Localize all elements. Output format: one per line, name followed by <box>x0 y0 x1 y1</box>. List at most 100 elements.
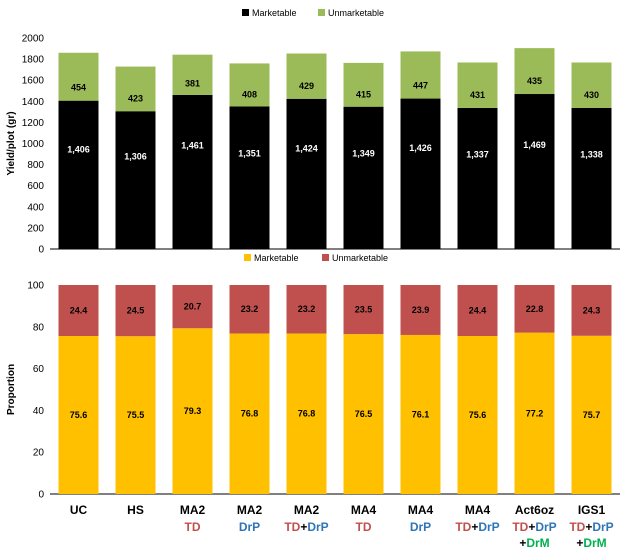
y-tick-label: 60 <box>33 364 45 375</box>
bar-marketable <box>514 94 555 249</box>
bar-marketable <box>571 107 612 249</box>
y-tick-label: 1000 <box>22 139 45 150</box>
bar-marketable <box>58 335 99 494</box>
data-label: 431 <box>470 90 485 100</box>
treatment-td: TD <box>569 520 585 534</box>
bar-marketable <box>286 98 327 249</box>
bar-unmarketable <box>571 62 612 108</box>
data-label: 454 <box>71 82 86 92</box>
category-label: IGS1 <box>578 503 606 517</box>
data-label: 408 <box>242 89 257 99</box>
legend-entry: Unmarketable <box>332 253 388 263</box>
data-label: 76.8 <box>241 409 259 419</box>
treatment-plus: + <box>585 520 592 534</box>
y-tick-label: 1400 <box>22 97 45 108</box>
category-label: MA4 <box>465 503 491 517</box>
treatment-drm: DrM <box>526 536 549 550</box>
data-label: 447 <box>413 80 428 90</box>
data-label: 76.1 <box>412 409 430 419</box>
category-treatment-label: +DrM <box>519 536 549 550</box>
data-label: 435 <box>527 76 542 86</box>
data-label: 430 <box>584 90 599 100</box>
bar-unmarketable <box>58 285 99 336</box>
bar-unmarketable <box>571 285 612 336</box>
data-label: 76.5 <box>355 409 373 419</box>
bar-marketable <box>400 334 441 494</box>
data-label: 1,469 <box>523 140 546 150</box>
treatment-drp: DrP <box>307 520 328 534</box>
data-label: 1,461 <box>181 141 204 151</box>
y-tick-label: 0 <box>38 490 44 501</box>
treatment-drp: DrP <box>239 520 260 534</box>
bar-marketable <box>571 335 612 494</box>
y-tick-label: 1800 <box>22 55 45 66</box>
treatment-plus: + <box>471 520 478 534</box>
y-tick-label: 100 <box>27 281 44 292</box>
x-category-labels: UC HS MA2TDMA2DrPMA2TD+DrPMA4TDMA4DrPMA4TD… <box>70 503 614 550</box>
y-tick-label: 200 <box>27 223 44 234</box>
data-label: 75.6 <box>70 410 88 420</box>
treatment-td: TD <box>512 520 528 534</box>
treatment-plus: + <box>528 520 535 534</box>
treatment-drp: DrP <box>592 520 613 534</box>
bar-marketable <box>229 333 270 494</box>
bar-marketable <box>286 333 327 494</box>
y-tick-label: 400 <box>27 202 44 213</box>
data-label: 77.2 <box>526 408 544 418</box>
data-label: 1,351 <box>238 149 261 159</box>
bar-unmarketable <box>229 63 270 107</box>
data-label: 23.2 <box>298 304 316 314</box>
data-label: 1,349 <box>352 149 375 159</box>
category-label: MA2 <box>294 503 320 517</box>
bar-unmarketable <box>514 48 555 95</box>
bar-unmarketable <box>457 62 498 108</box>
category-treatment-label: DrP <box>239 520 260 534</box>
data-label: 423 <box>128 94 143 104</box>
data-label: 75.7 <box>583 410 601 420</box>
bar-marketable <box>457 335 498 494</box>
bar-unmarketable <box>172 285 213 329</box>
category-treatment-label: TD+DrP <box>455 520 499 534</box>
data-label: 76.8 <box>298 409 316 419</box>
bar-unmarketable <box>172 54 213 95</box>
data-label: 1,424 <box>295 143 318 153</box>
bar-marketable <box>172 94 213 249</box>
bar-marketable <box>58 100 99 250</box>
data-label: 1,338 <box>580 149 603 159</box>
bar-marketable <box>343 334 384 494</box>
y-tick-label: 1600 <box>22 76 45 87</box>
data-label: 1,406 <box>67 145 90 155</box>
y-tick-label: 40 <box>33 406 45 417</box>
category-treatment-label: DrP <box>410 520 431 534</box>
bar-unmarketable <box>343 62 384 107</box>
data-label: 24.5 <box>127 306 145 316</box>
bar-unmarketable <box>343 285 384 335</box>
data-label: 415 <box>356 89 371 99</box>
y-tick-label: 800 <box>27 160 44 171</box>
bar-unmarketable <box>229 285 270 334</box>
bar-unmarketable <box>400 51 441 99</box>
chart-1: 0 200 400 600 800 1000 1200 1400 1600 1800 2000 Yie… <box>6 8 620 256</box>
category-treatment-label: TD+DrP <box>284 520 328 534</box>
category-treatment-label: TD <box>185 520 201 534</box>
data-label: 1,306 <box>124 152 147 162</box>
legend-swatch <box>322 254 329 261</box>
data-label: 79.3 <box>184 406 202 416</box>
bar-unmarketable <box>286 285 327 334</box>
bar-marketable <box>115 111 156 249</box>
category-label: MA2 <box>180 503 206 517</box>
bar-unmarketable <box>58 52 99 101</box>
chart-2: 0 20 40 60 80 100 Proportion Marketable Unmarket… <box>6 253 620 501</box>
data-label: 24.4 <box>70 305 88 315</box>
data-label: 23.9 <box>412 305 430 315</box>
category-treatment-label: TD+DrP <box>569 520 613 534</box>
data-label: 23.5 <box>355 305 373 315</box>
data-label: 75.6 <box>469 410 487 420</box>
bar-unmarketable <box>115 285 156 337</box>
bar-unmarketable <box>514 285 555 333</box>
legend-swatch <box>242 9 249 16</box>
category-label: Act6oz <box>515 503 554 517</box>
data-label: 429 <box>299 81 314 91</box>
bar-unmarketable <box>115 66 156 112</box>
